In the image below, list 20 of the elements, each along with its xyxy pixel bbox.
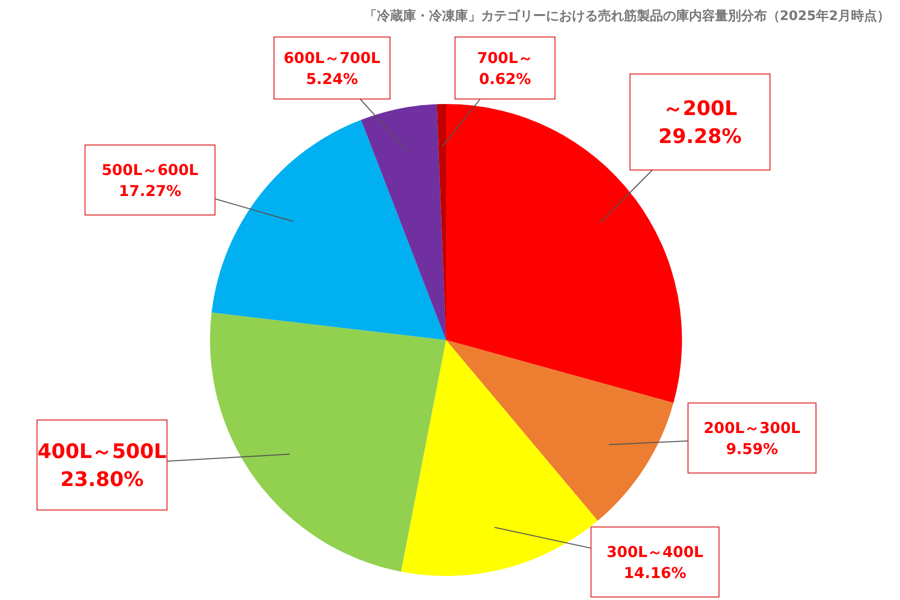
slice-label: 300L～400L [606, 542, 704, 561]
data-label: 14.16% [624, 564, 686, 582]
slice-label: 700L～ [477, 48, 533, 67]
data-label: 5.24% [306, 70, 358, 88]
pie-slice [361, 104, 446, 340]
slice-label: 400L～500L [38, 439, 167, 463]
data-label: 0.62% [478, 70, 532, 88]
data-label: 29.28% [658, 124, 742, 148]
slice-label: 600L～700L [284, 48, 381, 67]
pie-slice [446, 340, 674, 521]
pie-slice [212, 120, 446, 340]
pie-slice [210, 312, 446, 572]
slice-label: 200L～300L [704, 418, 801, 437]
slice-label: 500L～600L [102, 160, 199, 179]
data-label: 17.27% [118, 182, 182, 200]
data-label: 23.80% [60, 467, 144, 491]
chart-title: 「冷蔵庫・冷凍庫」カテゴリーにおける売れ筋製品の庫内容量別分布（2025年2月時点） [364, 8, 890, 24]
data-label: 9.59% [726, 440, 778, 458]
slice-label: ～200L [662, 96, 738, 120]
pie-slice [401, 340, 598, 576]
